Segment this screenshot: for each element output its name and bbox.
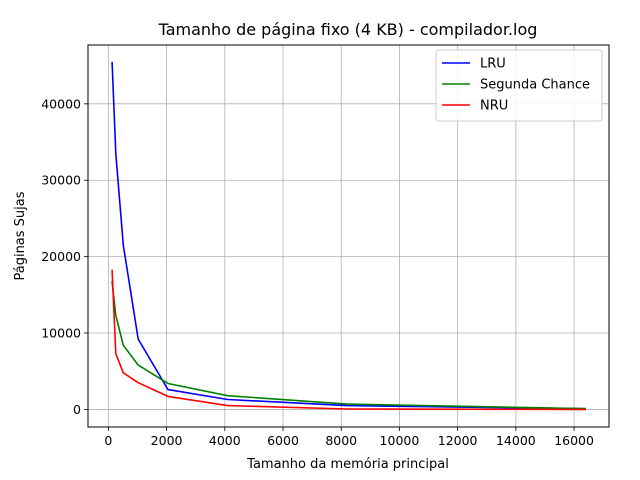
y-tick-label: 0 (73, 402, 81, 417)
x-axis-label: Tamanho da memória principal (246, 457, 449, 472)
legend-box (435, 49, 603, 122)
x-tick-label: 14000 (496, 433, 536, 448)
y-axis-ticks: 0 10000 20000 30000 40000 (41, 96, 88, 417)
grid (88, 45, 609, 427)
x-tick-label: 16000 (554, 433, 594, 448)
y-tick-label: 20000 (41, 249, 81, 264)
y-tick-label: 30000 (41, 173, 81, 188)
legend-label: Segunda Chance (480, 78, 590, 93)
x-axis-ticks: 0 2000 4000 6000 8000 10000 12000 14000 16000 (104, 427, 594, 448)
x-tick-label: 4000 (209, 433, 241, 448)
legend-label: NRU (480, 99, 508, 114)
x-tick-label: 6000 (267, 433, 299, 448)
series-line-nru (111, 269, 587, 411)
y-tick-label: 10000 (41, 326, 81, 341)
series-line-segunda-chance (111, 280, 587, 410)
x-tick-label: 0 (104, 433, 112, 448)
plot-frame (87, 44, 610, 428)
series-line-lru (111, 61, 587, 410)
chart-title: Tamanho de página fixo (4 KB) - compilad… (158, 20, 538, 39)
legend-label: LRU (480, 57, 506, 72)
y-axis-label: Páginas Sujas (13, 191, 28, 280)
x-tick-label: 12000 (438, 433, 478, 448)
series-lines (111, 61, 587, 411)
legend: LRU Segunda Chance NRU (435, 49, 603, 122)
x-tick-label: 2000 (151, 433, 183, 448)
x-tick-label: 10000 (380, 433, 420, 448)
y-tick-label: 40000 (41, 96, 81, 111)
x-tick-label: 8000 (325, 433, 357, 448)
